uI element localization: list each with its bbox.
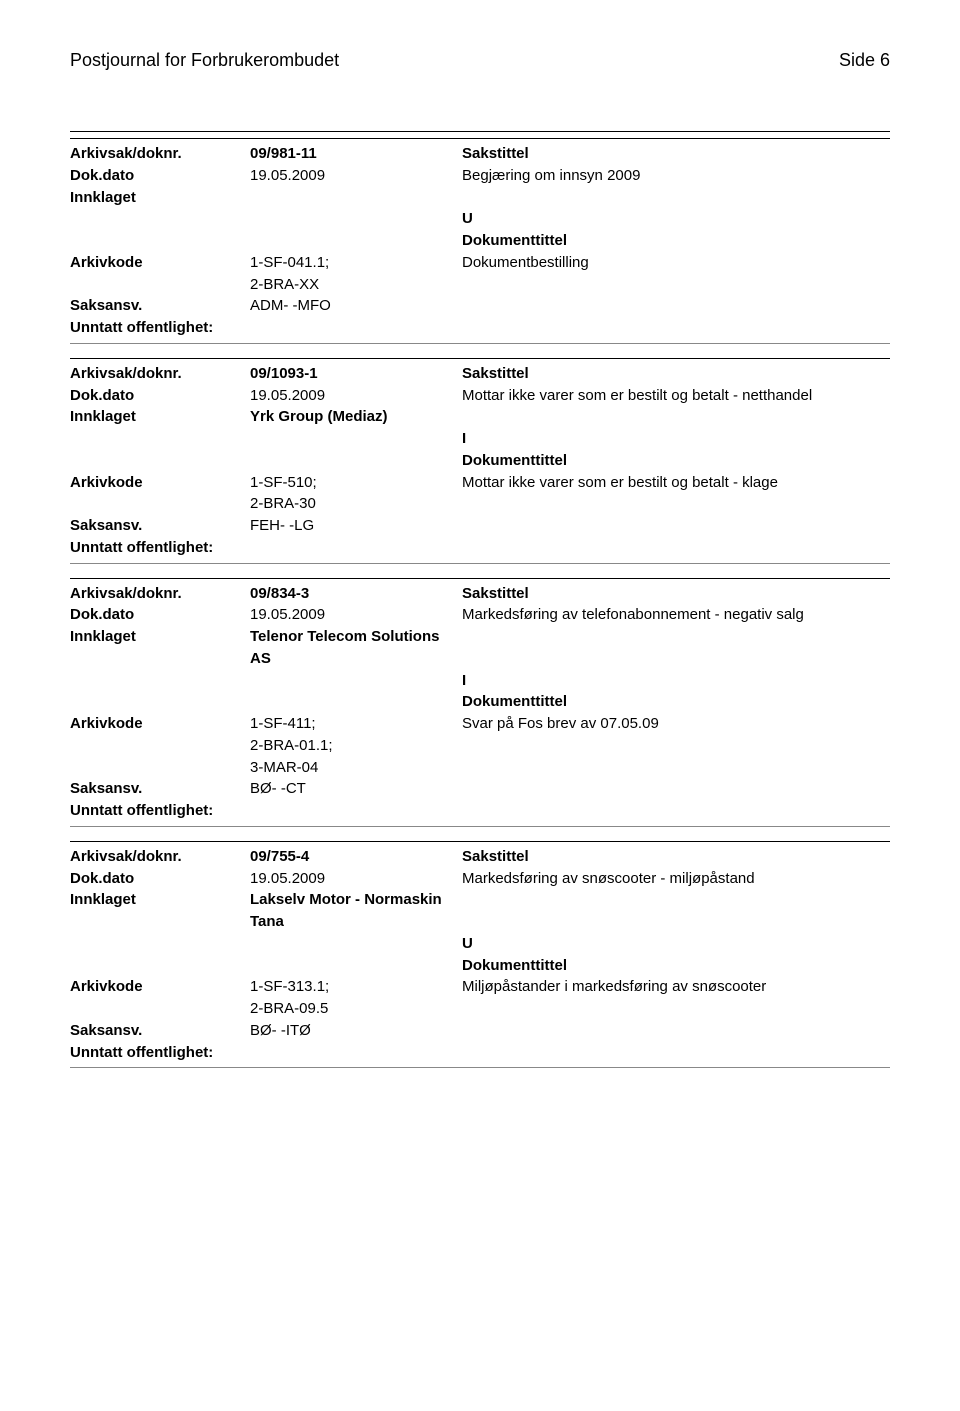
arkivkode-value: 3-MAR-04 (250, 757, 462, 779)
label-unntatt: Unntatt offentlighet: (70, 1042, 213, 1064)
label-arkivsak: Arkivsak/doknr. (70, 583, 250, 605)
label-sakstittel: Sakstittel (462, 846, 890, 868)
label-arkivsak: Arkivsak/doknr. (70, 143, 250, 165)
arkivkode-value: 1-SF-313.1; (250, 976, 462, 998)
label-innklaget: Innklaget (70, 406, 250, 428)
label-sakstittel: Sakstittel (462, 143, 890, 165)
record: Arkivsak/doknr.09/755-4Sakstittel Dok.dat… (70, 841, 890, 1069)
label-dokdato: Dok.dato (70, 604, 250, 626)
dokumenttekst-value: Miljøpåstander i markedsføring av snøsco… (462, 976, 890, 998)
arkivsak-value: 09/834-3 (250, 583, 462, 605)
record: Arkivsak/doknr.09/1093-1Sakstittel Dok.da… (70, 358, 890, 564)
doktype-value: I (462, 670, 890, 692)
sakstittel-value: Begjæring om innsyn 2009 (462, 165, 890, 187)
label-unntatt: Unntatt offentlighet: (70, 537, 213, 559)
label-dokumenttittel: Dokumenttittel (462, 691, 890, 713)
arkivkode-value: 2-BRA-09.5 (250, 998, 462, 1020)
record: Arkivsak/doknr.09/981-11Sakstittel Dok.da… (70, 138, 890, 344)
saksansv-value: BØ- -CT (250, 778, 462, 800)
dokdato-value: 19.05.2009 (250, 868, 462, 890)
label-dokdato: Dok.dato (70, 385, 250, 407)
doktype-value: U (462, 933, 890, 955)
label-innklaget: Innklaget (70, 889, 250, 911)
top-separator (70, 131, 890, 132)
arkivkode-value: 1-SF-041.1; (250, 252, 462, 274)
label-dokumenttittel: Dokumenttittel (462, 230, 890, 252)
arkivkode-value: 1-SF-510; (250, 472, 462, 494)
label-innklaget: Innklaget (70, 187, 250, 209)
dokumenttekst-value: Mottar ikke varer som er bestilt og beta… (462, 472, 890, 494)
doktype-value: U (462, 208, 890, 230)
label-sakstittel: Sakstittel (462, 363, 890, 385)
arkivsak-value: 09/981-11 (250, 143, 462, 165)
innklaget-value: Yrk Group (Mediaz) (250, 406, 462, 428)
saksansv-value: ADM- -MFO (250, 295, 462, 317)
sakstittel-value: Markedsføring av snøscooter - miljøpåsta… (462, 868, 890, 890)
saksansv-value: BØ- -ITØ (250, 1020, 462, 1042)
dokumenttekst-value: Svar på Fos brev av 07.05.09 (462, 713, 890, 735)
innklaget-value: Telenor Telecom Solutions AS (250, 626, 462, 670)
label-unntatt: Unntatt offentlighet: (70, 317, 213, 339)
dokdato-value: 19.05.2009 (250, 604, 462, 626)
label-arkivkode: Arkivkode (70, 976, 250, 998)
label-dokdato: Dok.dato (70, 165, 250, 187)
arkivsak-value: 09/1093-1 (250, 363, 462, 385)
dokdato-value: 19.05.2009 (250, 165, 462, 187)
label-arkivkode: Arkivkode (70, 713, 250, 735)
dokumenttekst-value: Dokumentbestilling (462, 252, 890, 274)
label-saksansv: Saksansv. (70, 778, 250, 800)
label-saksansv: Saksansv. (70, 295, 250, 317)
record: Arkivsak/doknr.09/834-3Sakstittel Dok.dat… (70, 578, 890, 827)
label-arkivkode: Arkivkode (70, 252, 250, 274)
innklaget-value: Lakselv Motor - Normaskin Tana (250, 889, 462, 933)
label-unntatt: Unntatt offentlighet: (70, 800, 213, 822)
label-dokumenttittel: Dokumenttittel (462, 450, 890, 472)
label-saksansv: Saksansv. (70, 1020, 250, 1042)
sakstittel-value: Markedsføring av telefonabonnement - neg… (462, 604, 890, 626)
label-dokumenttittel: Dokumenttittel (462, 955, 890, 977)
records-container: Arkivsak/doknr.09/981-11SakstittelDok.da… (70, 138, 890, 1068)
arkivkode-value: 2-BRA-01.1; (250, 735, 462, 757)
arkivsak-value: 09/755-4 (250, 846, 462, 868)
label-dokdato: Dok.dato (70, 868, 250, 890)
sakstittel-value: Mottar ikke varer som er bestilt og beta… (462, 385, 890, 407)
arkivkode-value: 2-BRA-30 (250, 493, 462, 515)
label-arkivsak: Arkivsak/doknr. (70, 846, 250, 868)
doktype-value: I (462, 428, 890, 450)
label-innklaget: Innklaget (70, 626, 250, 648)
page-title: Postjournal for Forbrukerombudet (70, 50, 339, 71)
page-header: Postjournal for Forbrukerombudet Side 6 (70, 50, 890, 71)
label-saksansv: Saksansv. (70, 515, 250, 537)
saksansv-value: FEH- -LG (250, 515, 462, 537)
arkivkode-value: 2-BRA-XX (250, 274, 462, 296)
label-arkivkode: Arkivkode (70, 472, 250, 494)
dokdato-value: 19.05.2009 (250, 385, 462, 407)
label-sakstittel: Sakstittel (462, 583, 890, 605)
label-arkivsak: Arkivsak/doknr. (70, 363, 250, 385)
page-number: Side 6 (839, 50, 890, 71)
arkivkode-value: 1-SF-411; (250, 713, 462, 735)
